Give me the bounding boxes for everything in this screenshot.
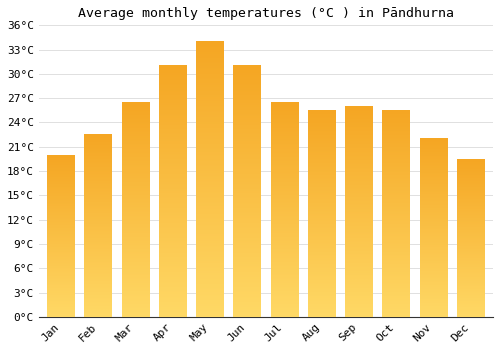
Title: Average monthly temperatures (°C ) in Pāndhurna: Average monthly temperatures (°C ) in Pā… xyxy=(78,7,454,20)
